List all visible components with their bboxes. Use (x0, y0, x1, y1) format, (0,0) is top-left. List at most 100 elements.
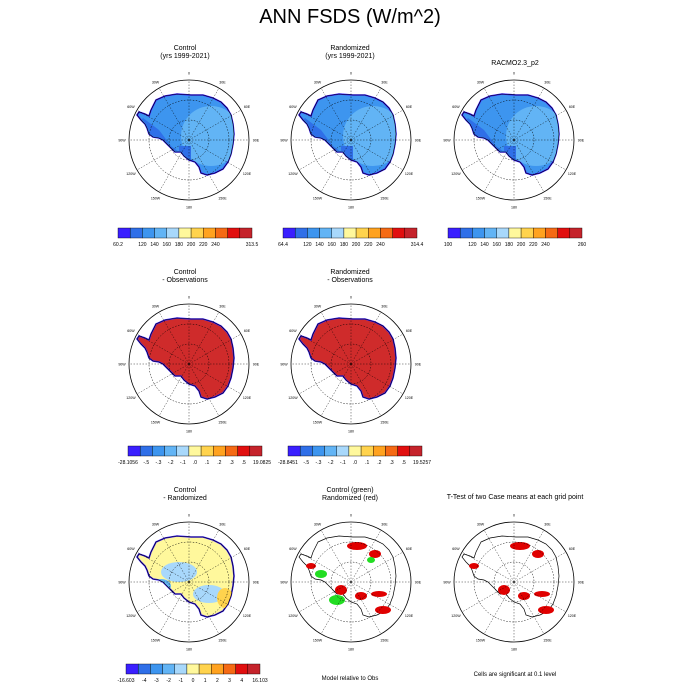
colorbar-swatch (225, 445, 238, 457)
colorbar-label: -.5 (143, 460, 149, 466)
note-cells-significant: Cells are significant at 0.1 level (473, 672, 557, 678)
longitude-label: 0 (350, 296, 352, 300)
longitude-label: 180 (511, 206, 517, 210)
colorbar-label: -28.8451 (278, 460, 298, 466)
longitude-label: 150E (543, 639, 552, 643)
colorbar-swatch (198, 663, 212, 675)
colorbar-label: .5 (402, 460, 406, 466)
colorbar-swatch (188, 445, 202, 457)
colorbar-swatch (545, 227, 558, 239)
colorbar-racmo: 100 120 140 160 180 200 220 240 260 (444, 227, 586, 248)
colorbar-swatch (331, 227, 345, 239)
colorbar-label: -4 (142, 678, 147, 684)
longitude-label: 150E (380, 197, 389, 201)
longitude-label: 60W (289, 105, 297, 109)
longitude-label: 180 (186, 206, 192, 210)
longitude-label: 120W (288, 396, 298, 400)
colorbar-swatch (319, 227, 332, 239)
colorbar-label: 260 (578, 242, 587, 248)
colorbar-label: 200 (352, 242, 361, 248)
longitude-label: 30W (152, 80, 160, 84)
longitude-label: 180 (186, 648, 192, 652)
colorbar-swatch (174, 663, 188, 675)
longitude-label: 120E (243, 396, 252, 400)
colorbar-swatch (459, 227, 473, 239)
colorbar-swatch (348, 445, 362, 457)
colorbar-label: .3 (389, 460, 393, 466)
longitude-label: 90W (280, 363, 288, 367)
longitude-label: 150W (313, 639, 323, 643)
colorbar-swatch (164, 445, 177, 457)
longitude-label: 60E (406, 105, 413, 109)
colorbar-label: -.1 (340, 460, 346, 466)
colorbar-label: 200 (187, 242, 196, 248)
longitude-label: 60E (244, 547, 251, 551)
colorbar-swatch (307, 227, 320, 239)
colorbar-swatch (127, 445, 141, 457)
panel-title-randomized-minus-obs: Randomized - Observations (327, 269, 373, 284)
panel-title-racmo: RACMO2.3_p2 (491, 60, 539, 67)
note-model-relative: Model relative to Obs (321, 676, 379, 682)
colorbar-swatch (200, 445, 214, 457)
longitude-label: 150W (313, 421, 323, 425)
colorbar-swatch (392, 227, 406, 239)
colorbar-swatch (166, 227, 180, 239)
colorbar-label: 140 (480, 242, 489, 248)
colorbar-swatch (385, 445, 398, 457)
panel-title-ttest: T-Test of two Case means at each grid po… (446, 494, 584, 501)
colorbar-swatch (343, 227, 357, 239)
colorbar-label: 160 (328, 242, 337, 248)
colorbar-randomized: 64.4 120 140 160 180 200 220 240 314.4 (278, 227, 423, 248)
colorbar-label: 180 (340, 242, 349, 248)
longitude-label: 90W (118, 581, 126, 585)
longitude-label: 120E (405, 614, 414, 618)
longitude-label: 150E (218, 421, 227, 425)
colorbar-swatch (380, 227, 393, 239)
longitude-label: 120W (288, 172, 298, 176)
colorbar-swatch (447, 227, 461, 239)
colorbar-label: 3 (228, 678, 231, 684)
longitude-label: 150W (313, 197, 323, 201)
map-racmo: 0 30E 60E 90E 120E 150E 180 150W 120W 90W 60W 30W (443, 72, 584, 210)
longitude-label: 150E (380, 421, 389, 425)
longitude-label: 30W (314, 80, 322, 84)
colorbar-label: .5 (242, 460, 246, 466)
colorbar-swatch (213, 445, 226, 457)
longitude-label: 90E (415, 363, 422, 367)
colorbar-label: 16.103 (252, 678, 268, 684)
longitude-label: 120E (568, 172, 577, 176)
colorbar-label: .3 (229, 460, 233, 466)
longitude-label: 180 (348, 430, 354, 434)
longitude-label: 150E (218, 197, 227, 201)
longitude-label: 30E (381, 80, 388, 84)
longitude-label: 150E (543, 197, 552, 201)
colorbar-swatch (355, 227, 369, 239)
longitude-label: 0 (350, 514, 352, 518)
colorbar-label: -.1 (180, 460, 186, 466)
longitude-label: 30W (314, 522, 322, 526)
colorbar-label: 0 (192, 678, 195, 684)
colorbar-swatch (139, 445, 153, 457)
longitude-label: 90E (415, 139, 422, 143)
longitude-label: 90W (118, 139, 126, 143)
longitude-label: 60W (127, 105, 135, 109)
colorbar-swatch (211, 663, 224, 675)
colorbar-swatch (294, 227, 308, 239)
colorbar-swatch (336, 445, 350, 457)
colorbar-swatch (227, 227, 241, 239)
panel-title-green-red: Control (green) Randomized (red) (321, 487, 379, 502)
colorbar-swatch (125, 663, 139, 675)
colorbar-swatch (299, 445, 313, 457)
longitude-label: 90E (253, 363, 260, 367)
longitude-label: 60W (289, 329, 297, 333)
colorbar-control-minus-obs: -28.1056 -.5 -.3 -.2 -.1 .0 .1 .2 .3 .5 19.0825 (118, 445, 271, 466)
colorbar-swatch (360, 445, 374, 457)
longitude-label: 120E (243, 172, 252, 176)
colorbar-label: 140 (150, 242, 159, 248)
longitude-label: 30E (219, 522, 226, 526)
colorbar-control-minus-randomized: -16.603 -4 -3 -2 -1 0 1 2 3 4 16.103 (118, 663, 268, 684)
colorbar-swatch (235, 663, 249, 675)
longitude-label: 0 (513, 72, 515, 76)
colorbar-label: -.2 (168, 460, 174, 466)
colorbar-swatch (129, 227, 143, 239)
